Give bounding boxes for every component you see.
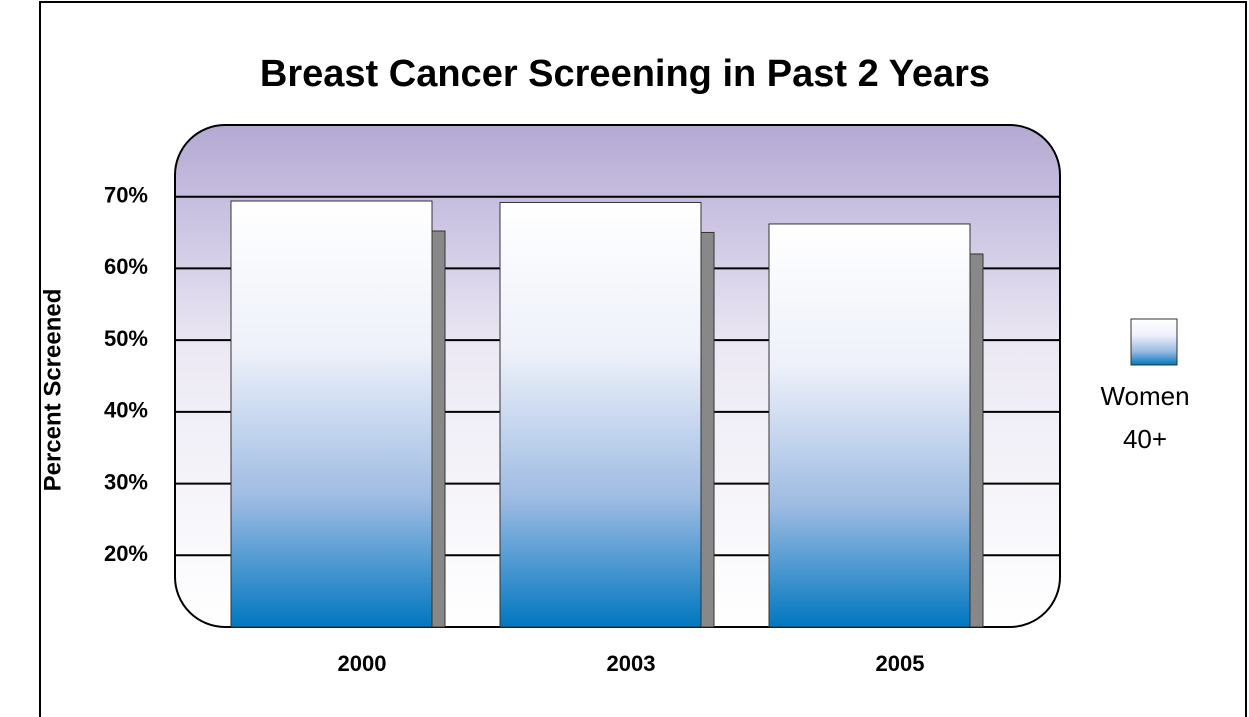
x-tick-label: 2003 bbox=[607, 651, 656, 676]
y-tick-label: 30% bbox=[104, 469, 148, 494]
x-tick-label: 2005 bbox=[876, 651, 925, 676]
y-tick-label: 70% bbox=[104, 183, 148, 208]
bar-shadow bbox=[700, 231, 715, 628]
y-axis-label: Percent Screened bbox=[39, 289, 66, 492]
y-tick-label: 50% bbox=[104, 326, 148, 351]
bar bbox=[499, 201, 702, 628]
chart-title: Breast Cancer Screening in Past 2 Years bbox=[260, 53, 990, 95]
y-tick-label: 40% bbox=[104, 398, 148, 423]
legend-label: Women 40+ bbox=[1100, 381, 1190, 454]
frame bbox=[39, 1, 1247, 717]
y-tick-label: 60% bbox=[104, 254, 148, 279]
legend-swatch bbox=[1130, 318, 1178, 366]
y-tick-label: 20% bbox=[104, 541, 148, 566]
bar bbox=[230, 200, 433, 628]
x-tick-label: 2000 bbox=[338, 651, 387, 676]
bar-shadow bbox=[431, 230, 446, 628]
bar bbox=[768, 223, 971, 628]
bar-shadow bbox=[969, 253, 984, 628]
legend-label-box: Women 40+ bbox=[1100, 381, 1190, 454]
